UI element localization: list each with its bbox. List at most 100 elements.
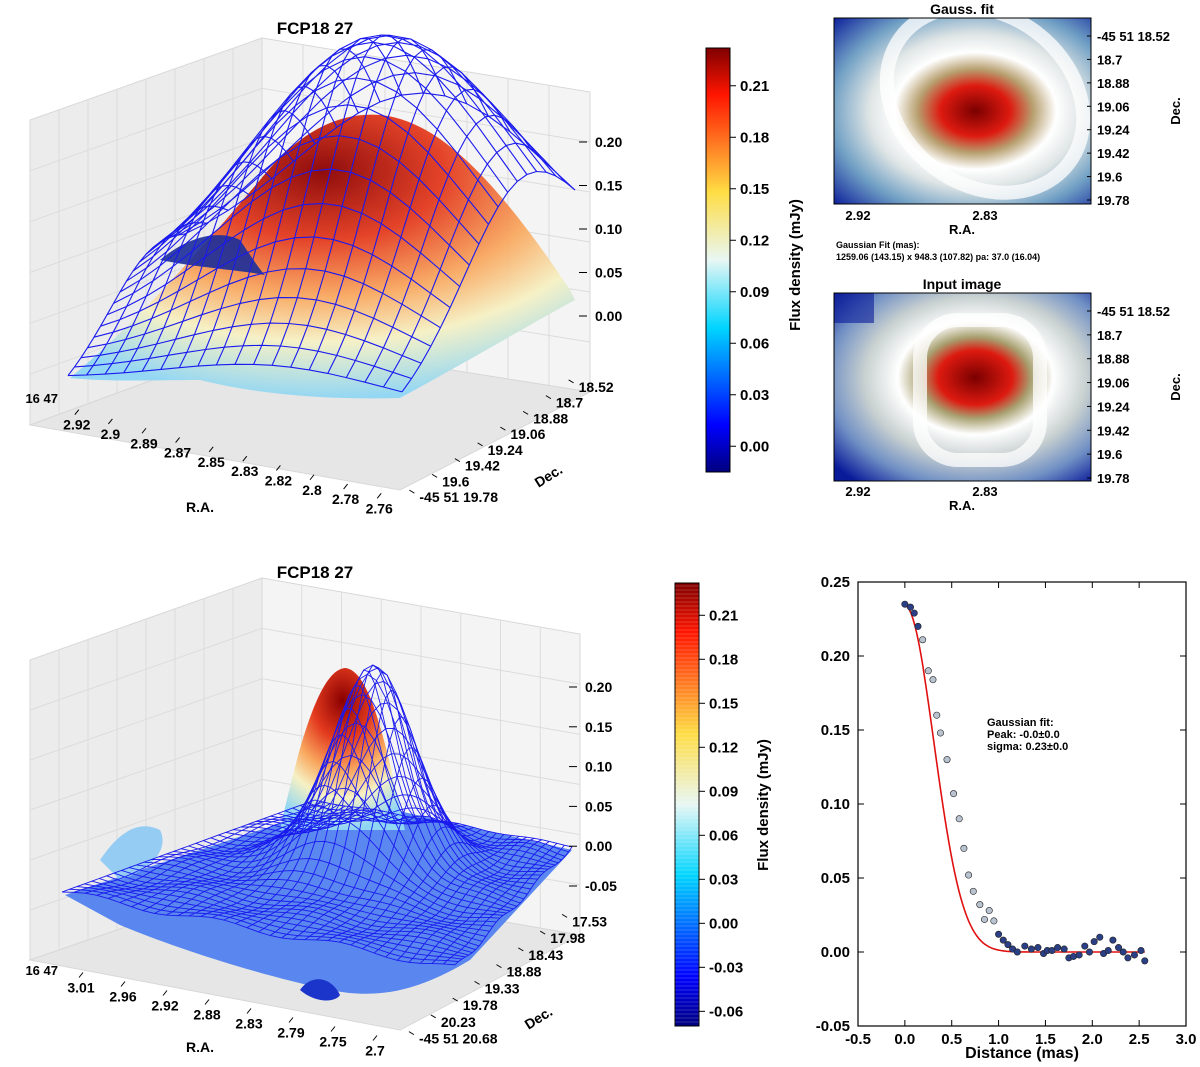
ra-tick-label: 2.8 bbox=[302, 482, 322, 498]
dec-tick-label: 19.06 bbox=[510, 426, 545, 442]
profile-data-point bbox=[1124, 954, 1132, 962]
heatmap-y-tick-label: 18.88 bbox=[1097, 76, 1130, 91]
bottom-dec-axis-label: Dec. bbox=[522, 1003, 556, 1032]
dec-tick-mark bbox=[430, 1014, 437, 1019]
profile-data-point bbox=[1054, 944, 1062, 952]
colorbar-tick-label: 0.06 bbox=[709, 827, 738, 844]
heatmap-y-tick-label: 19.78 bbox=[1097, 193, 1130, 208]
profile-data-point bbox=[929, 676, 937, 684]
dec-tick-mark bbox=[452, 997, 458, 1002]
input-image-x-tick-2: 2.83 bbox=[972, 484, 997, 499]
ra-tick-label: 2.92 bbox=[151, 998, 178, 1014]
bottom-z-tick-labels: 0.20 0.15 0.10 0.05 0.00 -0.05 bbox=[569, 679, 617, 894]
top-colorbar-ticks: 0.21 0.18 0.15 0.12 0.09 0.06 0.03 0.00 bbox=[730, 78, 769, 455]
ra-tick-label: 2.89 bbox=[130, 435, 157, 451]
profile-data-point bbox=[901, 600, 909, 608]
ra-tick-label: 2.87 bbox=[164, 445, 191, 461]
ra-tick-mark bbox=[120, 981, 126, 987]
input-image-x-label: R.A. bbox=[949, 498, 975, 513]
profile-x-tick-label: 1.5 bbox=[1035, 1031, 1056, 1048]
gauss-fit-title: Gauss. fit bbox=[930, 1, 994, 17]
heatmap-y-tick-label: 19.42 bbox=[1097, 423, 1130, 438]
dec-tick-mark bbox=[568, 379, 574, 384]
dec-tick-mark bbox=[496, 964, 502, 969]
bottom-wireframe-mesh bbox=[61, 664, 573, 966]
mesh-line bbox=[188, 754, 514, 910]
dec-tick-label: -45 51 20.68 bbox=[419, 1031, 498, 1047]
profile-data-point bbox=[985, 907, 993, 915]
colorbar-tick-label: 0.09 bbox=[740, 284, 769, 301]
ra-tick-mark bbox=[246, 1008, 252, 1014]
profile-x-tick-label: 3.0 bbox=[1176, 1031, 1197, 1048]
colorbar-tick-label: 0.18 bbox=[740, 129, 769, 146]
profile-data-point bbox=[969, 887, 977, 895]
profile-data-point bbox=[955, 815, 963, 823]
z-tick-label: 0.15 bbox=[585, 719, 612, 735]
colorbar-tick-label: 0.00 bbox=[709, 915, 738, 932]
profile-data-point bbox=[1130, 951, 1138, 959]
heatmap-y-tick-label: 19.6 bbox=[1097, 170, 1122, 185]
ra-tick-label: 2.92 bbox=[63, 417, 90, 433]
heatmap-y-tick-label: 19.06 bbox=[1097, 376, 1130, 391]
profile-data-point bbox=[1027, 945, 1035, 953]
ra-tick-label: 2.79 bbox=[277, 1025, 304, 1041]
top-dec-axis-label: Dec. bbox=[532, 461, 566, 490]
profile-y-tick-label: 0.10 bbox=[821, 796, 850, 813]
profile-x-axis-label: Distance (mas) bbox=[965, 1045, 1079, 1062]
mesh-line bbox=[270, 794, 552, 868]
bottom-colorbar-gradient bbox=[674, 582, 700, 1027]
dec-tick-label: 18.88 bbox=[506, 964, 541, 980]
dec-tick-label: 17.53 bbox=[572, 913, 607, 929]
colorbar-tick-label: 0.00 bbox=[740, 438, 769, 455]
dec-tick-mark bbox=[408, 1031, 415, 1036]
gauss-fit-annotation-title: Gaussian Fit (mas): bbox=[836, 240, 920, 250]
gauss-fit-x-tick-2: 2.83 bbox=[972, 208, 997, 223]
z-tick-label: 0.05 bbox=[595, 265, 622, 281]
profile-data-point bbox=[1034, 944, 1042, 952]
ra-tick-mark bbox=[78, 972, 84, 978]
dec-tick-mark bbox=[500, 426, 506, 431]
gauss-fit-y-label: Dec. bbox=[1168, 97, 1183, 124]
dec-tick-label: 20.23 bbox=[441, 1014, 476, 1030]
profile-fit-peak: Peak: -0.0±0.0 bbox=[987, 729, 1060, 741]
mesh-line bbox=[203, 693, 521, 904]
profile-x-tick-label: 2.5 bbox=[1129, 1031, 1150, 1048]
mesh-line bbox=[233, 680, 535, 885]
profile-data-point bbox=[936, 729, 944, 737]
dec-tick-mark bbox=[518, 947, 524, 952]
mesh-line bbox=[454, 846, 573, 966]
profile-data-point bbox=[943, 756, 951, 764]
top-ra-tick-labels: 2.92 2.9 2.89 2.87 2.85 2.83 2.82 2.8 2.78 2.76 bbox=[63, 409, 393, 516]
heatmap-y-tick-label: 19.42 bbox=[1097, 146, 1130, 161]
input-image-y-ticks: -45 51 18.52 18.7 18.88 19.06 19.24 19.42 19.6… bbox=[1087, 304, 1170, 486]
mesh-line bbox=[443, 844, 565, 965]
profile-x-ticks: -0.5 0.0 0.5 1.0 1.5 2.0 2.5 3.0 bbox=[845, 582, 1196, 1048]
profile-data-point bbox=[1004, 941, 1012, 949]
profile-data-point bbox=[960, 844, 968, 852]
mesh-line bbox=[292, 807, 562, 861]
mesh-line bbox=[292, 716, 467, 940]
profile-data-point bbox=[933, 711, 941, 719]
profile-y-tick-label: 0.05 bbox=[821, 870, 850, 887]
top-colorbar-label: Flux density (mJy) bbox=[787, 199, 804, 331]
profile-x-tick-label: 0.0 bbox=[894, 1031, 915, 1048]
ra-tick-label: 2.83 bbox=[235, 1016, 262, 1032]
mesh-line bbox=[225, 667, 531, 890]
heatmap-y-tick-label: 19.24 bbox=[1097, 123, 1130, 138]
bottom-colorbar-stripes bbox=[675, 585, 699, 1023]
ra-tick-label: 2.83 bbox=[231, 463, 258, 479]
ra-tick-label: 2.88 bbox=[193, 1007, 220, 1023]
mesh-line bbox=[362, 835, 512, 950]
bottom-colorbar: 0.21 0.18 0.15 0.12 0.09 0.06 0.03 0.00 -0.03 -0.… bbox=[674, 582, 772, 1027]
top-wireframe-mesh bbox=[67, 34, 576, 393]
colorbar-tick-label: 0.21 bbox=[740, 78, 769, 95]
ra-tick-mark bbox=[288, 1017, 294, 1023]
mesh-line bbox=[184, 92, 576, 235]
dec-tick-mark bbox=[561, 913, 568, 918]
ra-tick-mark bbox=[242, 455, 248, 462]
profile-data-point bbox=[1115, 944, 1123, 952]
heatmap-y-tick-label: 19.06 bbox=[1097, 99, 1130, 114]
profile-data-point bbox=[1141, 957, 1149, 965]
profile-x-tick-label: 1.0 bbox=[988, 1031, 1009, 1048]
